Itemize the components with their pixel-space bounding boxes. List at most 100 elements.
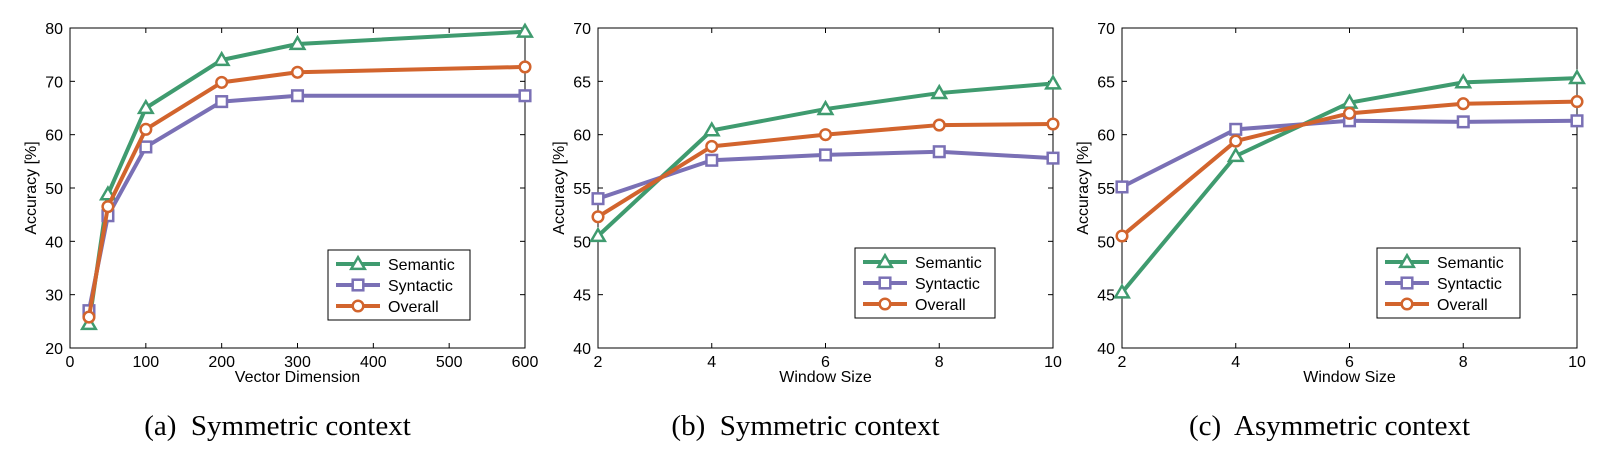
legend-label-syntactic: Syntactic: [915, 276, 980, 293]
x-tick-label: 4: [707, 354, 716, 371]
data-point-overall: [82, 310, 96, 324]
data-point-overall: [1342, 106, 1357, 120]
x-tick-label: 300: [284, 354, 311, 371]
data-point-semantic: [1340, 93, 1359, 109]
data-point-semantic: [1226, 146, 1245, 163]
data-point-syntactic: [1046, 151, 1060, 165]
x-tick-label: 8: [935, 354, 944, 371]
y-tick-label: 70: [1097, 21, 1115, 38]
x-tick-label: 10: [1044, 354, 1062, 371]
data-point-overall: [932, 118, 946, 132]
data-point-syntactic: [932, 145, 946, 159]
data-point-overall: [1046, 117, 1060, 131]
legend-marker-semantic: [876, 252, 894, 269]
data-point-overall: [818, 128, 833, 142]
y-tick-label: 55: [1097, 181, 1115, 198]
data-point-overall: [591, 210, 605, 224]
legend-marker-overall: [878, 297, 892, 311]
data-point-syntactic: [591, 192, 605, 206]
x-tick-label: 100: [132, 354, 159, 371]
data-point-overall: [1570, 95, 1584, 109]
series-overall: [82, 60, 532, 324]
series-syntactic: [591, 145, 1060, 206]
y-tick-label: 70: [573, 21, 591, 38]
legend: Semantic Syntactic Overall: [854, 247, 996, 319]
x-tick-label: 10: [1568, 354, 1586, 371]
chart-panel-2: 2 4 6 8 10 40 45 50 55 60 65 70 Window Size Accuracy …: [551, 21, 1062, 442]
data-point-overall: [1115, 229, 1129, 243]
x-tick-label: 2: [594, 354, 603, 371]
y-tick-label: 55: [573, 181, 591, 198]
legend: Semantic Syntactic Overall: [327, 249, 471, 321]
legend-label-overall: Overall: [1437, 297, 1488, 314]
data-point-syntactic: [705, 153, 719, 167]
legend-label-overall: Overall: [388, 299, 439, 316]
y-tick-label: 50: [45, 181, 63, 198]
x-axis-label: Vector Dimension: [235, 369, 360, 386]
y-tick-label: 50: [1097, 234, 1115, 251]
y-tick-label: 40: [573, 341, 591, 358]
y-tick-label: 70: [45, 74, 63, 91]
x-tick-label: 200: [208, 354, 235, 371]
data-point-semantic: [1454, 73, 1473, 89]
data-point-syntactic: [215, 95, 229, 109]
data-point-semantic: [1568, 68, 1586, 85]
y-axis-label: Accuracy [%]: [551, 141, 568, 234]
y-tick-label: 45: [573, 288, 591, 305]
data-point-syntactic: [1456, 115, 1470, 129]
data-point-overall: [101, 200, 115, 214]
legend-marker-overall: [351, 299, 365, 313]
legend-label-syntactic: Syntactic: [388, 278, 453, 295]
chart-panel-1: 0 100 200 300 400 500 600 20 30 40 50 60 70 80 Vector …: [23, 21, 538, 442]
x-tick-label: 8: [1459, 354, 1468, 371]
x-tick-label: 600: [512, 354, 539, 371]
y-tick-label: 65: [1097, 74, 1115, 91]
legend-marker-syntactic: [351, 278, 365, 292]
data-point-overall: [1456, 97, 1470, 111]
series-semantic: [589, 74, 1062, 243]
y-tick-label: 80: [45, 21, 63, 38]
y-tick-label: 45: [1097, 288, 1115, 305]
x-axis-label: Window Size: [779, 369, 872, 386]
y-tick-label: 60: [45, 128, 63, 145]
data-point-semantic: [1113, 283, 1131, 299]
legend: Semantic Syntactic Overall: [1376, 247, 1521, 319]
data-point-syntactic: [1570, 114, 1584, 128]
data-point-semantic: [136, 98, 155, 115]
data-point-overall: [290, 65, 305, 79]
data-point-overall: [705, 139, 719, 153]
data-point-semantic: [516, 22, 534, 38]
data-point-semantic: [589, 226, 607, 243]
y-tick-label: 65: [573, 74, 591, 91]
data-point-overall: [215, 75, 229, 89]
data-point-semantic: [702, 121, 721, 137]
x-axis-label: Window Size: [1303, 369, 1396, 386]
x-tick-label: 6: [821, 354, 830, 371]
data-point-semantic: [816, 99, 835, 116]
y-tick-label: 20: [45, 341, 63, 358]
series-overall: [591, 117, 1060, 224]
legend-label-syntactic: Syntactic: [1437, 276, 1502, 293]
data-point-semantic: [288, 34, 307, 51]
data-point-overall: [518, 60, 532, 74]
legend-marker-syntactic: [878, 276, 892, 290]
data-point-semantic: [930, 83, 949, 100]
x-tick-label: 4: [1231, 354, 1240, 371]
data-point-syntactic: [818, 148, 833, 162]
y-tick-label: 40: [45, 234, 63, 251]
legend-marker-syntactic: [1400, 276, 1414, 290]
legend-label-semantic: Semantic: [388, 257, 455, 274]
legend-label-overall: Overall: [915, 297, 966, 314]
data-point-semantic: [212, 50, 231, 67]
legend-marker-overall: [1400, 297, 1414, 311]
x-tick-label: 400: [360, 354, 387, 371]
x-tick-label: 0: [66, 354, 75, 371]
legend-marker-semantic: [349, 254, 367, 271]
chart-caption: (b) Symmetric context: [671, 410, 939, 442]
y-tick-label: 60: [1097, 128, 1115, 145]
series-syntactic: [1115, 114, 1584, 194]
series-overall: [1115, 95, 1584, 243]
data-point-syntactic: [518, 89, 532, 103]
data-point-overall: [1229, 134, 1243, 148]
